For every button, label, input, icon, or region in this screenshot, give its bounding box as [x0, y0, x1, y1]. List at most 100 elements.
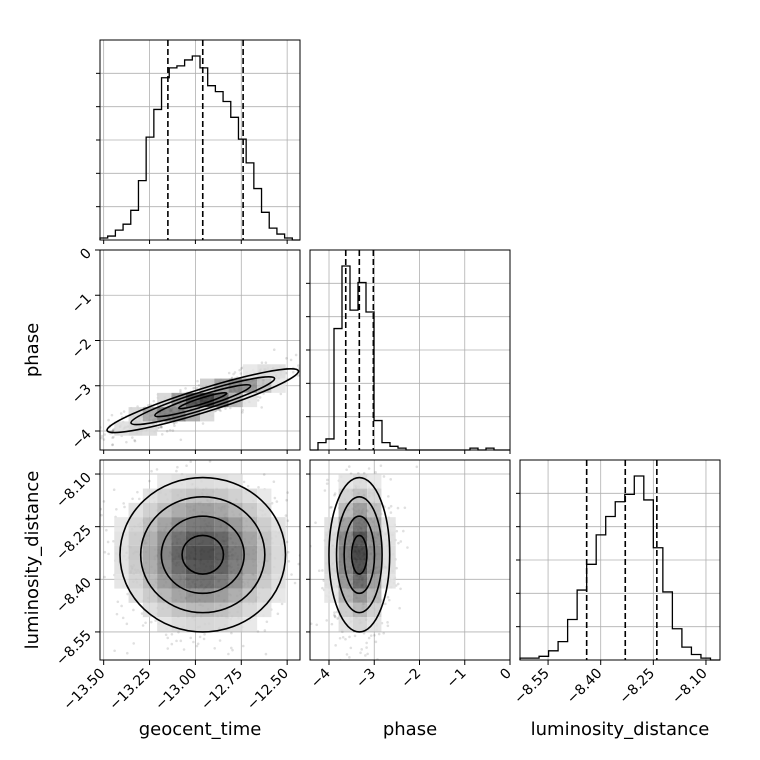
sample-point — [189, 636, 193, 640]
density-phase-vs-luminosity-distance — [307, 450, 419, 660]
y-tick-label: −4 — [69, 426, 95, 452]
sample-point — [134, 455, 137, 458]
sample-point — [172, 422, 176, 425]
sample-point — [349, 646, 353, 650]
contour-line — [119, 476, 287, 633]
sample-point — [285, 498, 288, 502]
sample-point — [330, 622, 334, 626]
density-cell — [185, 517, 200, 532]
sample-point — [260, 406, 264, 409]
density-cell — [142, 531, 158, 546]
sample-point — [111, 443, 115, 446]
sample-point — [389, 511, 393, 514]
sample-point — [110, 413, 114, 417]
y-tick-label: 0 — [77, 246, 95, 264]
sample-point — [246, 484, 250, 488]
panel-frame-geocent-time-vs-luminosity-distance — [99, 459, 301, 661]
density-geocent-time-vs-luminosity-distance — [62, 456, 304, 656]
sample-point — [264, 652, 268, 656]
x-tick-label: −8.10 — [669, 666, 711, 708]
density-cell — [228, 545, 243, 560]
hist-panel-frame — [99, 39, 301, 241]
histogram-geocent-time — [99, 55, 300, 241]
y-axis-label-luminosity-distance: luminosity_distance — [22, 471, 43, 650]
sample-point — [366, 652, 369, 656]
y-tick-label: −8.55 — [53, 627, 95, 669]
sample-point — [315, 623, 319, 627]
density-cell — [352, 488, 368, 503]
sample-point — [286, 519, 290, 522]
sample-point — [362, 471, 366, 475]
sample-point — [189, 460, 192, 464]
sample-point — [373, 633, 376, 637]
sample-point — [125, 440, 128, 444]
density-cell — [324, 588, 339, 603]
sample-point — [100, 434, 104, 438]
density-cell — [157, 488, 172, 503]
sample-point — [229, 646, 233, 650]
density-cell — [157, 574, 172, 589]
sample-point — [256, 399, 260, 402]
sample-point — [211, 456, 214, 459]
sample-point — [226, 457, 229, 460]
x-axis-label-geocent-time: geocent_time — [139, 719, 262, 740]
contour-line — [130, 375, 276, 426]
grid-lines — [100, 40, 300, 240]
density-cell — [185, 574, 200, 589]
sample-point — [218, 639, 222, 642]
density-cell — [367, 617, 382, 632]
sample-point — [323, 489, 327, 492]
sample-point — [195, 387, 199, 390]
sample-point — [62, 639, 65, 642]
sample-point — [294, 353, 298, 357]
sample-point — [387, 495, 390, 498]
density-cell — [271, 560, 286, 575]
sample-point — [164, 633, 168, 637]
sample-point — [265, 620, 269, 624]
sample-point — [333, 493, 336, 497]
sample-point — [399, 540, 403, 543]
sample-point — [395, 529, 399, 533]
density-cell — [142, 407, 158, 422]
sample-point — [285, 356, 288, 360]
density-cell — [214, 488, 229, 503]
sample-point — [106, 540, 110, 544]
x-tick-label: −8.25 — [617, 666, 659, 708]
sample-point — [137, 497, 141, 501]
density-cell — [142, 421, 158, 436]
sample-point — [198, 635, 202, 639]
density-cell — [157, 517, 172, 532]
density-cell — [171, 588, 186, 603]
sample-point — [360, 648, 364, 651]
sample-point — [122, 502, 125, 505]
sample-point — [102, 438, 106, 441]
density-cell — [352, 517, 368, 532]
sample-point — [115, 612, 119, 616]
sample-point — [396, 506, 400, 510]
sample-point — [111, 443, 114, 447]
sample-point — [154, 619, 157, 622]
density-cell — [142, 545, 158, 560]
sample-point — [125, 622, 129, 626]
sample-point — [184, 387, 187, 390]
density-cell — [185, 560, 200, 575]
sample-point — [224, 407, 227, 410]
sample-point — [363, 450, 366, 453]
sample-point — [170, 642, 174, 646]
sample-point — [310, 622, 313, 626]
sample-point — [272, 480, 276, 484]
density-cell — [214, 474, 229, 489]
sample-point — [305, 369, 308, 372]
density-cell — [367, 588, 382, 603]
sample-point — [238, 368, 241, 372]
sample-point — [219, 409, 222, 413]
density-cell — [142, 588, 158, 603]
sample-point — [307, 534, 310, 537]
sample-point — [301, 560, 304, 563]
density-cell — [228, 560, 243, 575]
sample-point — [387, 506, 391, 510]
sample-point — [105, 528, 108, 532]
sample-point — [103, 433, 107, 436]
sample-point — [303, 361, 306, 364]
x-tick-label: −13.25 — [106, 666, 154, 714]
